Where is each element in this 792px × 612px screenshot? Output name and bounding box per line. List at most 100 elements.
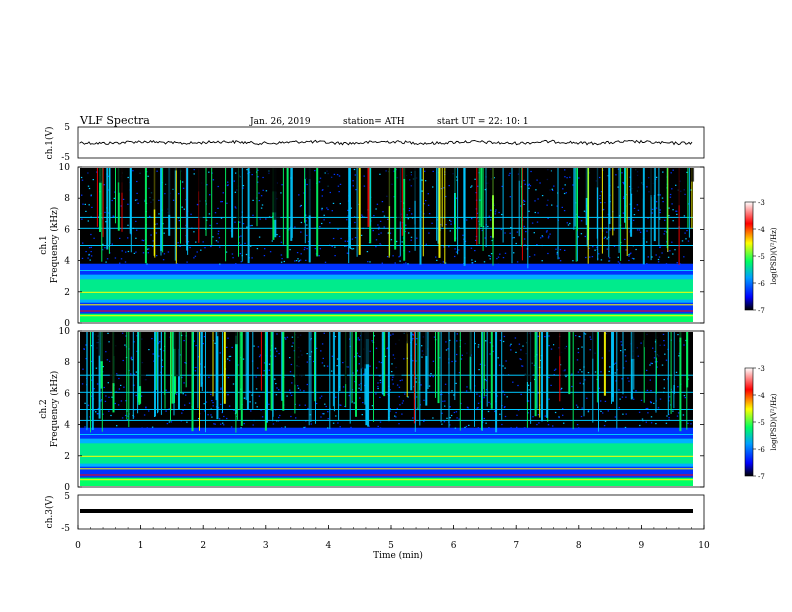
- spectrogram-speckle: [456, 197, 458, 199]
- spectrogram-speckle: [127, 250, 130, 253]
- sferic-streak: [502, 168, 504, 243]
- spectrogram-speckle: [492, 350, 494, 352]
- spectrogram-speckle: [193, 340, 195, 342]
- spectrogram-speckle: [471, 185, 473, 187]
- spectrogram-speckle: [406, 214, 408, 216]
- sferic-streak: [574, 168, 576, 227]
- spectrogram-speckle: [383, 215, 386, 217]
- spectrogram-speckle: [456, 179, 458, 181]
- spectrogram-speckle: [209, 224, 211, 226]
- spectrogram-speckle: [319, 177, 322, 179]
- spectrogram-speckle: [106, 359, 109, 361]
- spectrogram-speckle: [401, 379, 403, 381]
- sferic-streak: [469, 332, 471, 390]
- spectrogram-speckle: [121, 417, 124, 419]
- tone-line: [80, 315, 693, 317]
- spectrogram-speckle: [85, 251, 87, 253]
- spectrogram-speckle: [156, 255, 158, 257]
- spectrogram-speckle: [255, 388, 258, 390]
- spectrogram-speckle: [665, 263, 668, 265]
- spectrogram-speckle: [321, 195, 323, 197]
- spectrogram-speckle: [379, 220, 382, 222]
- sferic-streak: [128, 332, 130, 428]
- spectrogram-speckle: [598, 176, 601, 179]
- spectrogram-speckle: [306, 183, 308, 186]
- spectrogram-speckle: [319, 397, 321, 399]
- spectrogram-speckle: [226, 184, 229, 187]
- tone-line: [80, 391, 693, 393]
- spectrogram-speckle: [421, 345, 423, 347]
- dark-patch: [464, 332, 472, 357]
- spectrogram-speckle: [228, 405, 231, 407]
- spectrogram-speckle: [609, 366, 611, 368]
- dark-patch: [297, 332, 306, 379]
- spectrogram-speckle: [331, 370, 333, 372]
- spectrogram-speckle: [222, 422, 224, 424]
- spectrogram-speckle: [93, 237, 95, 239]
- spectrogram-speckle: [278, 389, 280, 391]
- spectrogram-speckle: [628, 259, 630, 262]
- dark-patch: [216, 332, 223, 337]
- dark-patch: [98, 168, 102, 183]
- spectrogram-speckle: [257, 346, 260, 348]
- spectrogram-speckle: [690, 423, 692, 425]
- spectrogram-speckle: [389, 408, 391, 410]
- spectrogram-speckle: [649, 364, 651, 366]
- spectrogram-speckle: [195, 241, 197, 243]
- spectrogram-speckle: [375, 367, 378, 369]
- spectrogram-speckle: [598, 253, 600, 255]
- spectrogram-speckle: [181, 206, 183, 208]
- sferic-streak: [608, 168, 611, 224]
- spectrogram-speckle: [337, 228, 339, 230]
- spectrogram-speckle: [477, 407, 479, 409]
- spectrogram-speckle: [415, 396, 418, 398]
- sferic-streak: [521, 168, 523, 261]
- spectrogram-speckle: [410, 236, 413, 238]
- spectrogram-speckle: [320, 350, 322, 352]
- spectrogram-speckle: [249, 401, 251, 403]
- sferic-streak: [624, 168, 626, 223]
- dark-patch: [273, 168, 281, 220]
- spectrogram-speckle: [432, 417, 434, 419]
- spectrogram-speckle: [289, 249, 291, 251]
- spectrogram-speckle: [431, 222, 433, 224]
- spectrogram-speckle: [114, 402, 116, 405]
- sferic-streak: [483, 332, 485, 397]
- spectrogram-speckle: [600, 410, 602, 412]
- spectrogram-speckle: [579, 369, 581, 371]
- spectrogram-speckle: [635, 390, 637, 392]
- sferic-streak: [200, 332, 203, 387]
- spectrogram-speckle: [281, 184, 283, 186]
- spectrogram-speckle: [387, 218, 389, 220]
- dark-patch: [560, 332, 565, 379]
- spectrogram-speckle: [323, 413, 325, 415]
- sferic-streak: [597, 168, 599, 261]
- sferic-streak: [459, 332, 461, 431]
- spectrogram-speckle: [281, 258, 283, 260]
- spectrogram-speckle: [590, 338, 592, 340]
- spectrogram-speckle: [564, 369, 566, 371]
- spectrogram-speckle: [527, 412, 529, 414]
- spectrogram-speckle: [536, 179, 538, 181]
- spectrogram-speckle: [120, 400, 123, 402]
- spectrogram-speckle: [124, 261, 127, 263]
- sferic-streak: [686, 332, 688, 430]
- sferic-streak: [625, 168, 627, 229]
- spectrogram-speckle: [373, 335, 375, 337]
- spectrogram-speckle: [415, 377, 417, 379]
- spectrogram-speckle: [379, 396, 381, 398]
- spectrogram-speckle: [665, 422, 668, 424]
- spectrogram-speckle: [87, 404, 90, 406]
- spectrogram-speckle: [571, 373, 573, 375]
- spectrogram-speckle: [494, 213, 497, 215]
- spectrogram-speckle: [111, 396, 113, 398]
- spectrogram-speckle: [405, 224, 407, 226]
- spectrogram-speckle: [572, 260, 574, 262]
- spectrogram-speckle: [361, 414, 363, 416]
- spectrogram-speckle: [562, 408, 564, 410]
- spectrogram-speckle: [530, 170, 532, 173]
- sferic-streak: [316, 168, 319, 257]
- spectrogram-speckle: [183, 208, 185, 210]
- spectrogram-speckle: [377, 228, 380, 230]
- dark-patch: [451, 168, 457, 193]
